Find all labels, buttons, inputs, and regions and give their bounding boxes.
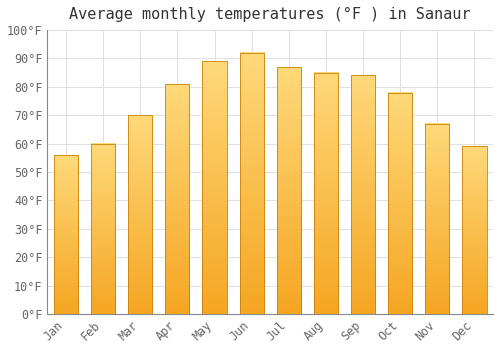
Bar: [426, 124, 450, 314]
Bar: [388, 92, 412, 314]
Bar: [91, 144, 115, 314]
Bar: [128, 115, 152, 314]
Bar: [128, 115, 152, 314]
Bar: [276, 67, 301, 314]
Bar: [426, 124, 450, 314]
Bar: [351, 76, 375, 314]
Bar: [240, 53, 264, 314]
Bar: [351, 76, 375, 314]
Bar: [314, 73, 338, 314]
Bar: [54, 155, 78, 314]
Bar: [240, 53, 264, 314]
Bar: [388, 92, 412, 314]
Bar: [462, 146, 486, 314]
Bar: [202, 61, 226, 314]
Bar: [462, 146, 486, 314]
Title: Average monthly temperatures (°F ) in Sanaur: Average monthly temperatures (°F ) in Sa…: [70, 7, 471, 22]
Bar: [91, 144, 115, 314]
Bar: [166, 84, 190, 314]
Bar: [314, 73, 338, 314]
Bar: [276, 67, 301, 314]
Bar: [54, 155, 78, 314]
Bar: [202, 61, 226, 314]
Bar: [166, 84, 190, 314]
